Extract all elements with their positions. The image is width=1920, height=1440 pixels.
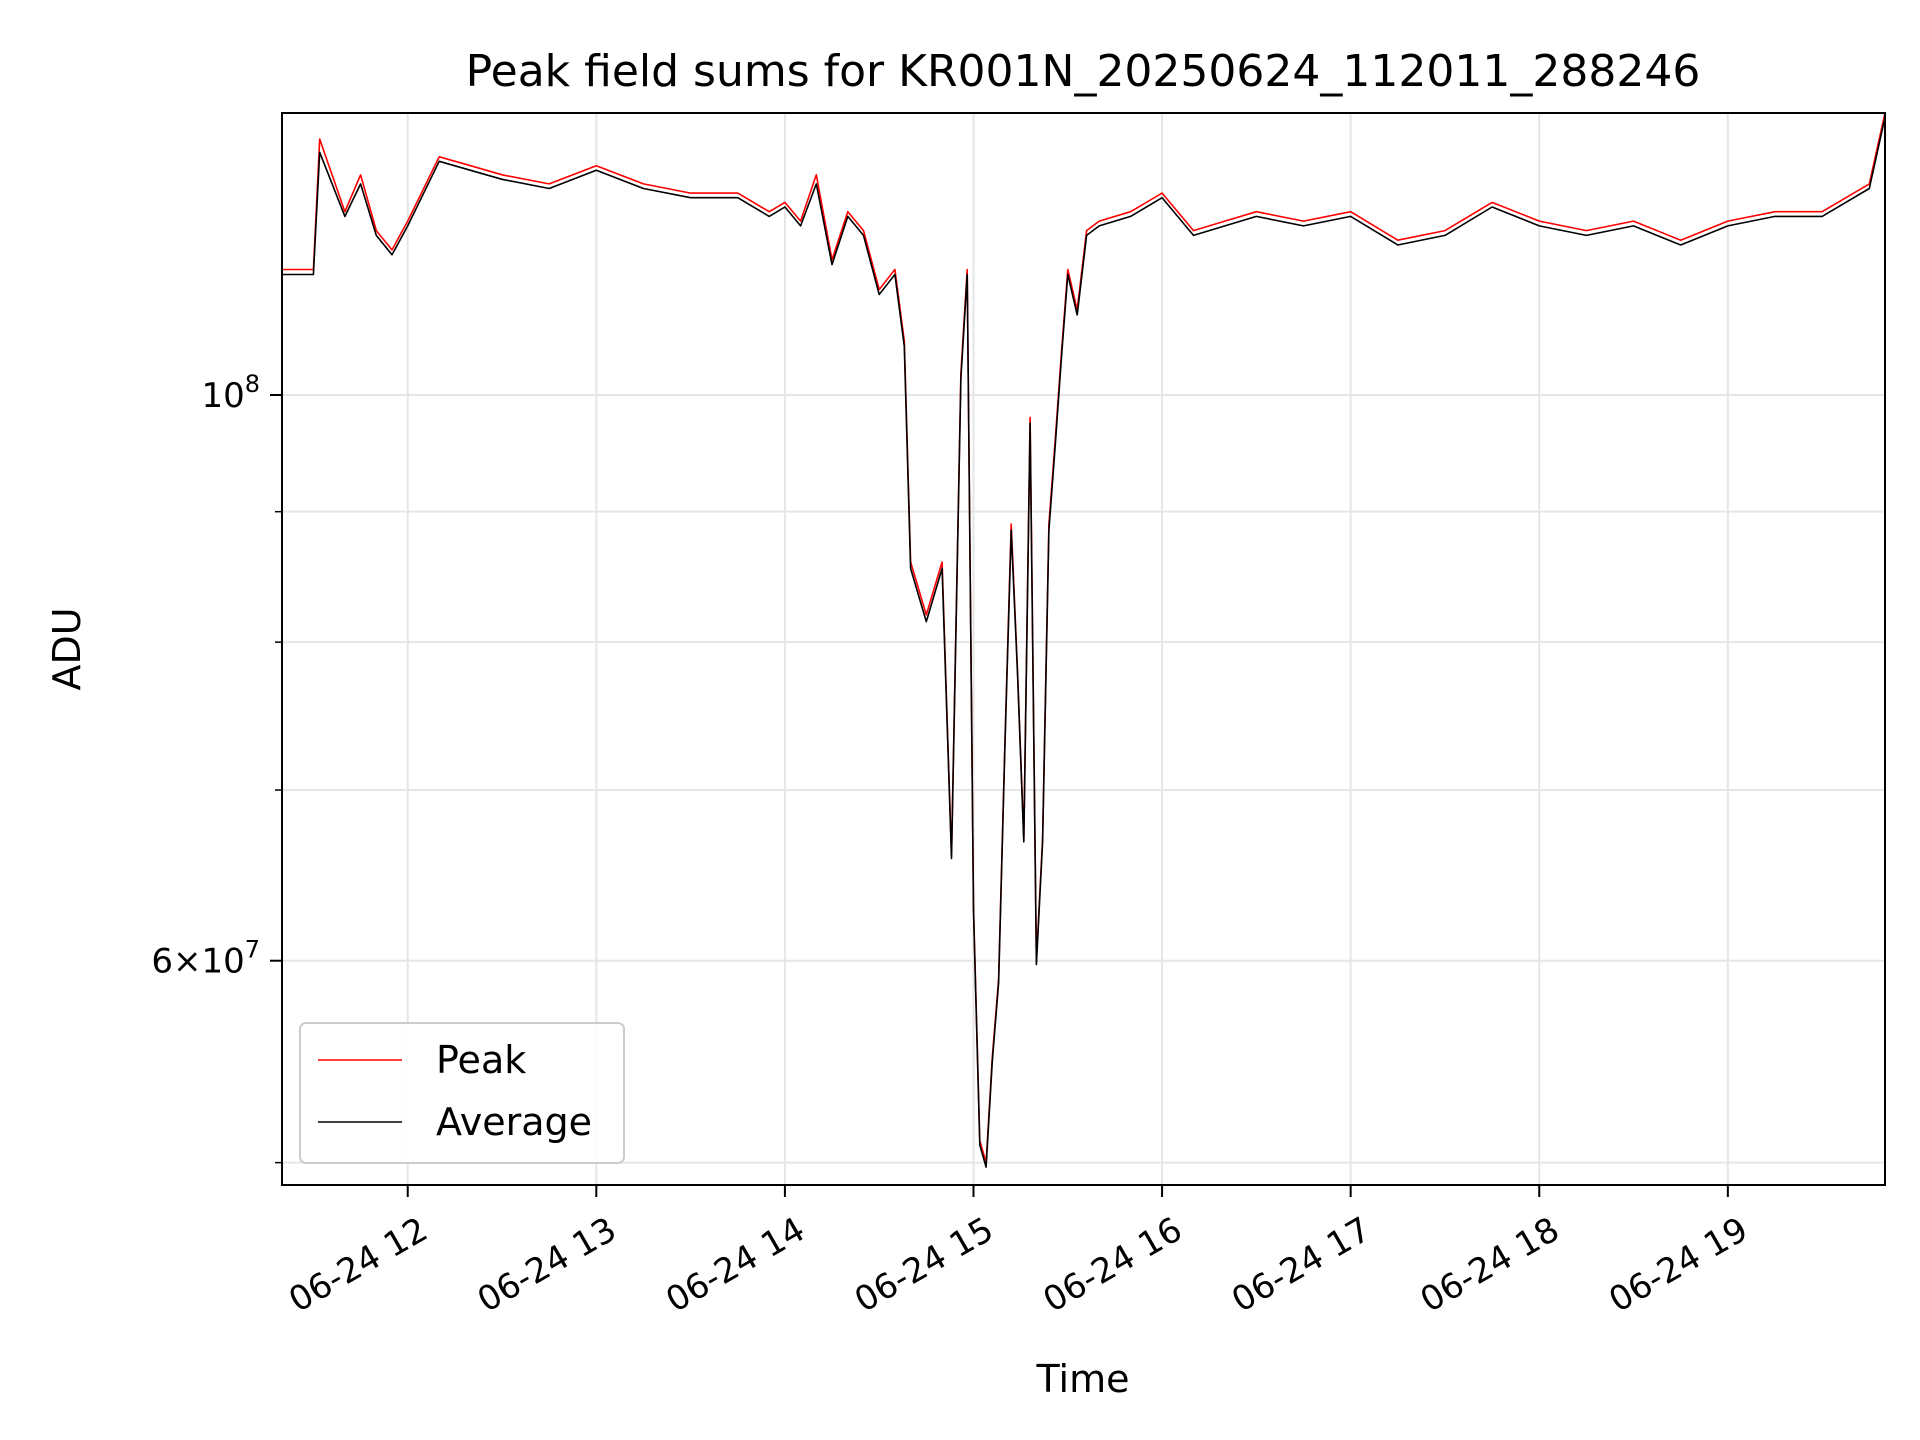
legend-label-peak: Peak <box>436 1038 526 1082</box>
legend-label-average: Average <box>436 1100 592 1144</box>
chart-title: Peak field sums for KR001N_20250624_1120… <box>466 46 1701 97</box>
legend-box <box>299 1022 625 1164</box>
x-tick-label: 06-24 14 <box>659 1210 811 1321</box>
x-tick-label: 06-24 13 <box>471 1210 623 1321</box>
x-axis-ticks: 06-24 12 06-24 13 06-24 14 06-24 15 06-24 16… <box>282 1185 1755 1321</box>
x-axis-label: Time <box>1036 1357 1130 1401</box>
x-tick-label: 06-24 19 <box>1602 1210 1754 1321</box>
x-tick-label: 06-24 16 <box>1037 1210 1189 1321</box>
y-tick-label: 6×107 <box>151 936 260 982</box>
grid <box>282 113 1885 1185</box>
series-line-average <box>282 117 1885 1168</box>
x-tick-label: 06-24 12 <box>282 1210 434 1321</box>
series-line-peak <box>282 113 1885 1164</box>
x-tick-label: 06-24 17 <box>1225 1210 1377 1321</box>
y-axis-ticks: 108 6×107 <box>151 370 282 1164</box>
x-tick-label: 06-24 15 <box>848 1210 1000 1321</box>
y-tick-label: 108 <box>201 370 260 416</box>
legend: Peak Average <box>299 1022 625 1164</box>
plot-series <box>282 113 1885 1168</box>
plot-frame <box>281 112 1886 1186</box>
y-axis-label: ADU <box>45 607 89 690</box>
x-tick-label: 06-24 18 <box>1414 1210 1566 1321</box>
